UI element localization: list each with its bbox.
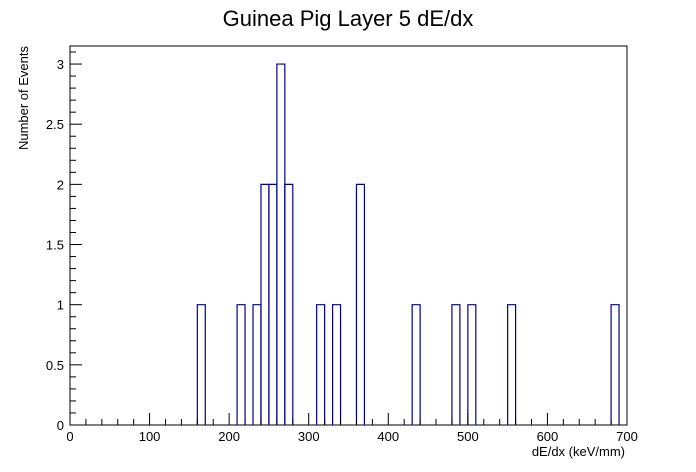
histogram-bin-6 [284,183,294,425]
histogram-bin-9 [355,183,366,425]
plot-frame [69,45,628,426]
y-tick-label: 2 [57,177,64,192]
x-axis-ticks [69,413,628,425]
histogram-bin-12 [467,304,477,425]
y-tick-label: 2.5 [46,117,64,132]
x-tick-label: 600 [537,429,559,444]
x-tick-label: 400 [377,429,399,444]
x-tick-label: 100 [139,429,161,444]
y-tick-label: 1.5 [46,238,64,253]
y-axis-tick-labels: 0 0.5 1 1.5 2 2.5 3 [46,57,64,433]
histogram-bin-0 [196,304,206,425]
histogram-bin-11 [451,304,461,425]
y-axis-label: Number of Events [16,46,31,151]
x-tick-label: 500 [457,429,479,444]
x-tick-label: 0 [66,429,73,444]
histogram-bin-7 [316,304,326,425]
histogram-bins [196,63,620,425]
histogram-bin-8 [331,304,342,425]
histogram-bin-10 [411,304,421,425]
x-axis-label: dE/dx (keV/mm) [532,444,625,459]
histogram-bin-4 [268,183,278,425]
histogram-bin-13 [507,304,517,425]
x-axis-tick-labels: 0 100 200 300 400 500 600 700 [66,429,637,444]
y-tick-label: 3 [57,57,64,72]
histogram-bin-1 [236,304,246,425]
x-tick-label: 700 [616,429,638,444]
histogram-bin-3 [260,183,270,425]
x-tick-label: 200 [218,429,240,444]
x-tick-label: 300 [298,429,320,444]
histogram-bin-14 [610,304,620,425]
histogram-bin-5 [276,63,286,425]
y-axis-ticks [70,51,82,426]
y-tick-label: 0.5 [46,358,64,373]
y-tick-label: 0 [57,418,64,433]
histogram-bin-2 [252,304,262,425]
y-tick-label: 1 [57,298,64,313]
chart-title: Guinea Pig Layer 5 dE/dx [223,6,474,31]
